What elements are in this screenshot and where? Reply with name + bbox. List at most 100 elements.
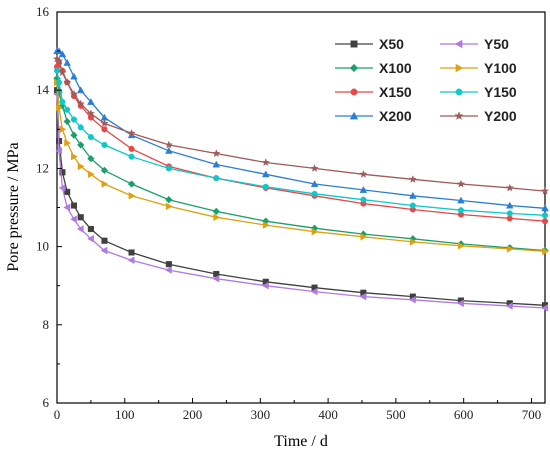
legend-marker	[349, 63, 359, 73]
y-tick-label: 6	[43, 395, 50, 410]
data-point	[408, 295, 416, 304]
data-point	[76, 225, 84, 233]
data-point	[71, 152, 78, 161]
data-point	[77, 141, 85, 149]
legend-item-y150: Y150	[440, 84, 517, 100]
data-point	[128, 191, 136, 200]
data-point	[70, 72, 78, 80]
data-point	[101, 141, 108, 148]
data-point	[63, 58, 71, 66]
data-point	[408, 174, 417, 183]
data-point	[55, 79, 63, 86]
data-point	[55, 146, 62, 155]
data-point	[456, 179, 466, 188]
data-point	[101, 237, 108, 244]
data-point	[409, 191, 417, 199]
data-point	[165, 146, 173, 154]
data-point	[212, 207, 220, 216]
legend-label: Y100	[484, 60, 517, 76]
legend-marker	[350, 40, 358, 48]
x-tick-label: 400	[318, 407, 338, 422]
data-point	[64, 139, 72, 147]
data-point	[359, 169, 368, 178]
data-point	[86, 234, 94, 243]
data-point	[63, 203, 71, 212]
data-point	[56, 103, 63, 112]
data-point	[54, 56, 64, 65]
data-point	[359, 185, 368, 193]
legend-label: X100	[379, 60, 412, 76]
data-point	[70, 116, 77, 123]
data-point	[59, 169, 66, 176]
legend-marker	[454, 111, 464, 121]
data-point	[87, 225, 94, 233]
data-point	[87, 98, 95, 105]
series-y100	[54, 78, 549, 256]
data-point	[69, 89, 79, 98]
data-point	[359, 292, 367, 301]
data-point	[506, 215, 513, 222]
data-point	[127, 256, 135, 265]
data-point	[58, 184, 66, 192]
legend-item-y100: Y100	[440, 60, 517, 76]
x-tick-label: 0	[54, 407, 61, 422]
data-point	[62, 77, 72, 87]
data-point	[506, 245, 514, 253]
legend-label: Y50	[484, 36, 509, 52]
x-tick-label: 200	[183, 407, 203, 422]
data-point	[70, 131, 78, 139]
legend-label: Y200	[484, 108, 517, 124]
data-point	[212, 274, 220, 283]
x-tick-label: 700	[522, 407, 542, 422]
data-point	[58, 50, 67, 58]
data-point	[505, 183, 515, 192]
x-tick-label: 300	[251, 407, 271, 422]
legend-item-x100: X100	[335, 60, 412, 76]
data-point	[100, 118, 109, 128]
data-point	[409, 238, 417, 246]
data-point	[64, 106, 71, 113]
data-point	[311, 227, 319, 236]
legend-marker	[455, 88, 463, 96]
x-axis-title: Time / d	[274, 433, 328, 450]
legend-label: X200	[379, 108, 412, 124]
legend-item-x50: X50	[335, 36, 404, 52]
series-layer	[52, 47, 550, 312]
data-point	[165, 165, 172, 172]
data-point	[262, 221, 270, 229]
data-point	[457, 299, 464, 308]
data-point	[311, 190, 318, 197]
data-point	[261, 281, 269, 290]
data-point	[542, 247, 549, 256]
data-point	[100, 166, 109, 175]
data-point	[409, 202, 416, 209]
legend-label: X50	[379, 36, 404, 52]
legend-label: X150	[379, 84, 412, 100]
data-point	[213, 175, 220, 182]
legend-marker	[455, 63, 464, 73]
data-point	[63, 117, 71, 126]
data-point	[261, 170, 270, 178]
data-point	[77, 124, 84, 131]
series-x50	[53, 87, 549, 309]
series-line	[56, 94, 546, 309]
y-tick-label: 12	[36, 160, 49, 175]
series-x100	[53, 74, 549, 255]
data-point	[70, 202, 77, 209]
series-y200	[52, 54, 550, 195]
series-line	[56, 58, 546, 192]
data-point	[77, 214, 84, 221]
data-point	[164, 266, 172, 274]
data-point	[165, 261, 172, 268]
data-point	[458, 242, 465, 250]
data-point	[310, 180, 319, 187]
y-tick-label: 10	[36, 239, 49, 254]
data-point	[505, 201, 514, 209]
data-point	[310, 163, 319, 173]
data-point	[53, 67, 61, 74]
data-point	[59, 98, 66, 105]
data-point	[101, 126, 108, 133]
plot-frame	[56, 11, 546, 404]
data-point	[541, 218, 549, 225]
